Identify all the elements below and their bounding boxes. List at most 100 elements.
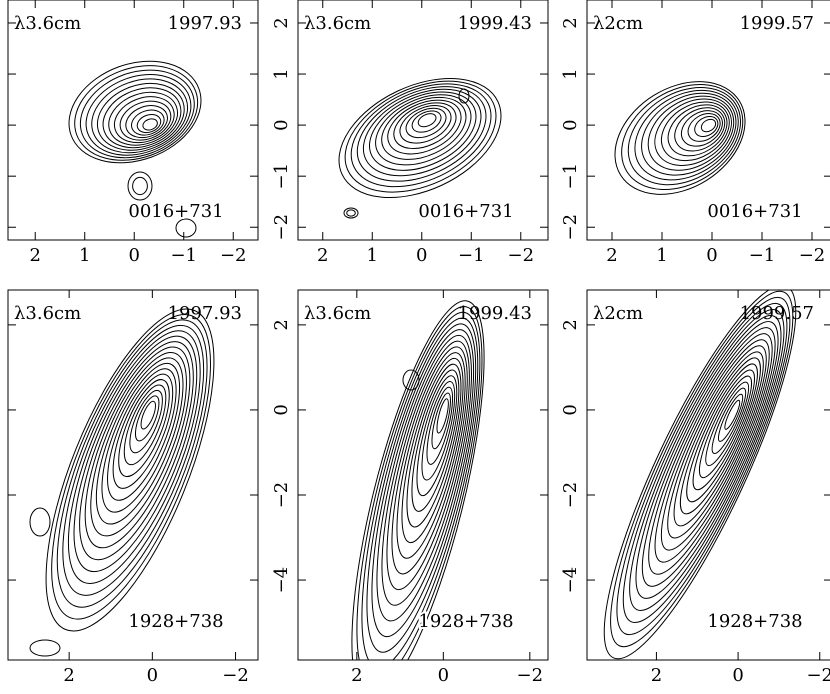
contour — [73, 335, 198, 573]
panel: 2 1 0 −1 −2 2 1 0 −1 −2 λ2cm 1999.57 0016+731 — [560, 0, 830, 266]
contour — [62, 324, 205, 596]
contour — [431, 392, 451, 450]
contour — [125, 105, 168, 139]
contours — [338, 77, 502, 219]
contour — [417, 113, 437, 128]
band-label: λ3.6cm — [14, 303, 81, 324]
contour — [361, 311, 481, 660]
contour — [343, 207, 359, 219]
contour — [356, 86, 487, 182]
contour — [698, 375, 753, 479]
contour — [375, 94, 472, 166]
contour — [362, 88, 482, 177]
contour — [686, 363, 758, 503]
contour — [381, 96, 467, 160]
contour — [132, 176, 148, 196]
contour — [405, 107, 447, 139]
band-label: λ2cm — [593, 303, 643, 324]
epoch-label: 1999.57 — [740, 303, 814, 324]
contour — [391, 346, 468, 575]
x-tick-label: −2 — [222, 665, 249, 686]
x-tick-label: 2 — [317, 245, 328, 266]
contour — [393, 102, 457, 149]
contour — [647, 95, 735, 171]
y-tick-label: 0 — [271, 119, 292, 130]
contour — [140, 400, 156, 430]
contour — [399, 105, 452, 144]
x-tick-label: −2 — [220, 245, 247, 266]
contour — [376, 329, 475, 622]
y-tick-label: 2 — [560, 319, 581, 330]
x-tick-label: 2 — [63, 665, 74, 686]
x-tick-label: −1 — [170, 245, 197, 266]
contour — [29, 639, 61, 657]
contour — [406, 363, 462, 528]
y-tick-label: −2 — [271, 482, 292, 509]
panel: 2 0 −2 2 0 −2 −4 λ2cm 1999.57 1928+738 — [560, 289, 830, 686]
contour — [661, 101, 730, 162]
contour — [614, 81, 746, 195]
y-tick-label: 0 — [271, 404, 292, 415]
contour — [142, 118, 158, 131]
contour — [112, 373, 174, 489]
panel: 2 1 0 −1 −2 2 1 0 −1 −2 λ3.6cm 1999.43 0016+731 — [271, 0, 549, 266]
frame — [297, 0, 549, 241]
contour — [102, 87, 182, 149]
x-tick-label: −2 — [517, 665, 544, 686]
x-tick-label: 2 — [30, 245, 41, 266]
y-tick-label: −1 — [271, 163, 292, 190]
contour — [366, 317, 479, 653]
panel: 2 0 −2 2 0 −2 −4 λ3.6cm 1999.43 1928+738 — [271, 289, 549, 686]
contour — [113, 96, 175, 144]
y-tick-label: −2 — [271, 214, 292, 241]
x-tick-label: −2 — [806, 665, 830, 686]
y-tick-label: 2 — [271, 17, 292, 28]
contours — [351, 300, 485, 660]
contour — [371, 323, 477, 638]
contour — [74, 65, 199, 161]
x-tick-label: 0 — [129, 245, 140, 266]
frame — [7, 289, 259, 661]
band-label: λ3.6cm — [14, 13, 81, 34]
contours — [29, 308, 215, 657]
x-tick-label: 0 — [706, 245, 717, 266]
x-tick-label: 2 — [606, 245, 617, 266]
x-tick-label: 0 — [438, 665, 449, 686]
contour — [654, 333, 773, 563]
contour — [84, 346, 191, 549]
contour — [674, 107, 726, 152]
source-label: 1928+738 — [128, 611, 223, 632]
y-tick-label: 0 — [560, 119, 581, 130]
contour — [711, 387, 747, 454]
contour — [421, 380, 456, 481]
contour — [351, 300, 485, 660]
x-tick-label: 0 — [732, 665, 743, 686]
contour — [108, 91, 178, 146]
contour — [402, 369, 420, 391]
contour — [118, 379, 170, 478]
panel: 2 0 −2 λ3.6cm 1997.93 1928+738 — [7, 289, 259, 686]
frame — [7, 0, 259, 241]
epoch-label: 1997.93 — [168, 13, 242, 34]
contour — [641, 321, 779, 587]
source-label: 1928+738 — [418, 611, 513, 632]
contour — [416, 375, 458, 497]
y-tick-label: 1 — [560, 68, 581, 79]
x-tick-label: 2 — [651, 665, 662, 686]
contour — [79, 69, 195, 159]
contour — [680, 110, 723, 147]
contour — [107, 368, 177, 501]
y-tick-label: −4 — [271, 567, 292, 594]
band-label: λ2cm — [593, 13, 643, 34]
contour — [687, 113, 721, 142]
contour — [131, 109, 165, 136]
contours — [614, 81, 746, 195]
contour — [634, 89, 739, 181]
contour — [56, 319, 208, 608]
contour — [641, 92, 737, 176]
contour — [350, 83, 492, 188]
contour — [51, 313, 211, 620]
x-tick-label: 1 — [656, 245, 667, 266]
contour — [411, 369, 460, 512]
